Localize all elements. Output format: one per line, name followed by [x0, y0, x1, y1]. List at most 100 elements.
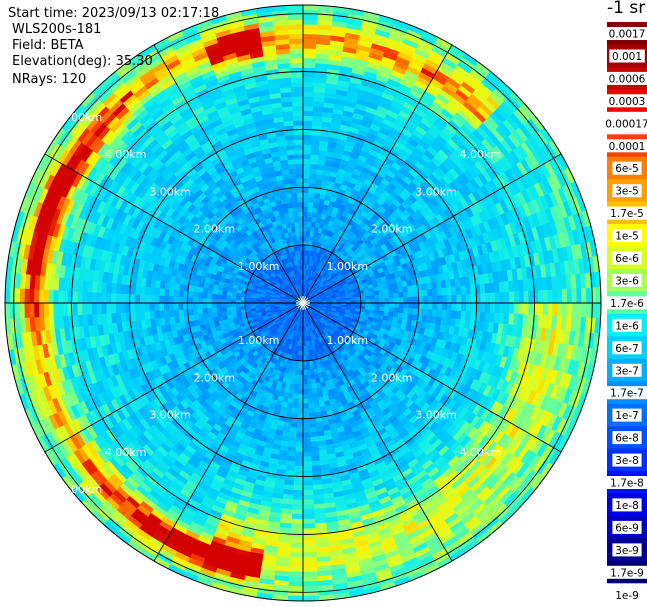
heatmap-cell [306, 379, 312, 385]
heatmap-cell [302, 19, 319, 25]
heatmap-cell [289, 542, 304, 549]
heatmap-cell [293, 480, 304, 486]
heatmap-cell [287, 441, 297, 448]
heatmap-cell [298, 384, 304, 390]
heatmap-cell [302, 369, 308, 376]
heatmap-cell [302, 499, 314, 506]
heatmap-cell [427, 295, 434, 304]
heatmap-cell [308, 187, 316, 194]
heatmap-cell [293, 388, 299, 395]
heatmap-cell [374, 298, 381, 304]
heatmap-cell [302, 485, 314, 491]
heatmap-cell [288, 566, 304, 573]
heatmap-cell [307, 206, 314, 213]
heatmap-cell [509, 302, 515, 315]
heatmap-cell [581, 287, 587, 304]
heatmap-cell [446, 294, 453, 304]
heatmap-cell [446, 287, 453, 296]
heatmap-cell [298, 369, 304, 376]
heatmap-cell [302, 172, 311, 179]
heatmap-cell [302, 355, 307, 362]
heatmap-cell [489, 292, 496, 304]
heatmap-cell [302, 187, 310, 193]
heatmap-cell [528, 290, 535, 304]
heatmap-cell [305, 355, 310, 361]
heatmap-cell [393, 292, 400, 299]
heatmap-cell [289, 552, 304, 559]
heatmap-cell [302, 389, 309, 395]
heatmap-cell [383, 293, 390, 300]
heatmap-cell [292, 398, 299, 405]
heatmap-cell [302, 23, 318, 30]
heatmap-cell [557, 289, 563, 304]
heatmap-cell [297, 393, 304, 400]
heatmap-cell [302, 201, 309, 208]
heatmap-cell [302, 408, 310, 414]
heatmap-cell [369, 295, 376, 300]
heatmap-cell [309, 158, 319, 165]
heatmap-cell [302, 494, 314, 501]
heatmap-cell [566, 288, 573, 304]
heatmap-cell [297, 403, 304, 410]
heatmap-cell [288, 436, 297, 443]
heatmap-cell [302, 432, 311, 438]
heatmap-cell [302, 398, 309, 405]
heatmap-cell [289, 422, 298, 429]
heatmap-cell [302, 33, 318, 40]
heatmap-cell [302, 206, 309, 213]
heatmap-cell [412, 308, 419, 316]
heatmap-cell [388, 293, 395, 299]
heatmap-cell [288, 576, 304, 583]
heatmap-cell [311, 383, 317, 390]
heatmap-cell [384, 302, 390, 308]
heatmap-cell [296, 422, 304, 429]
heatmap-cell [465, 302, 472, 313]
heatmap-cell [302, 100, 314, 107]
heatmap-cell [302, 571, 318, 578]
heatmap-cell [307, 197, 315, 203]
heatmap-cell [307, 393, 314, 400]
heatmap-cells [4, 4, 602, 602]
heatmap-cell [289, 547, 304, 554]
heatmap-cell [292, 393, 299, 400]
heatmap-cell [302, 384, 308, 390]
heatmap-cell [302, 57, 317, 64]
heatmap-cell [576, 288, 583, 304]
heatmap-cell [296, 413, 304, 419]
heatmap-cell [292, 499, 304, 506]
heatmap-cell [292, 489, 304, 496]
heatmap-cell [542, 289, 549, 304]
heatmap-cell [295, 437, 304, 443]
heatmap-cell [294, 451, 304, 458]
heatmap-cell [302, 422, 310, 429]
heatmap-cell [422, 302, 429, 310]
heatmap-cell [302, 456, 312, 462]
heatmap-cell [308, 177, 317, 184]
heatmap-cell [302, 557, 317, 563]
heatmap-cell [302, 230, 308, 237]
heatmap-cell [446, 310, 453, 319]
heatmap-cell [426, 309, 433, 317]
heatmap-cell [441, 295, 448, 304]
heatmap-cell [547, 302, 554, 317]
heatmap-cell [308, 422, 317, 429]
heatmap-cell [398, 297, 405, 304]
heatmap-cell [294, 446, 304, 453]
heatmap-cell [292, 494, 304, 501]
heatmap-cell [566, 302, 573, 318]
heatmap-cell [308, 407, 315, 414]
heatmap-cell [302, 489, 314, 496]
heatmap-cell [302, 552, 317, 559]
heatmap-cell [302, 115, 314, 121]
heatmap-cell [302, 28, 318, 35]
heatmap-cell [393, 307, 400, 314]
heatmap-cell [302, 518, 315, 525]
heatmap-cell [302, 196, 309, 203]
heatmap-cell [489, 302, 496, 314]
heatmap-cell [302, 365, 307, 371]
heatmap-cell [542, 302, 549, 317]
heatmap-cell [581, 302, 587, 319]
heatmap-cell [302, 566, 318, 573]
heatmap-cell [287, 446, 296, 453]
